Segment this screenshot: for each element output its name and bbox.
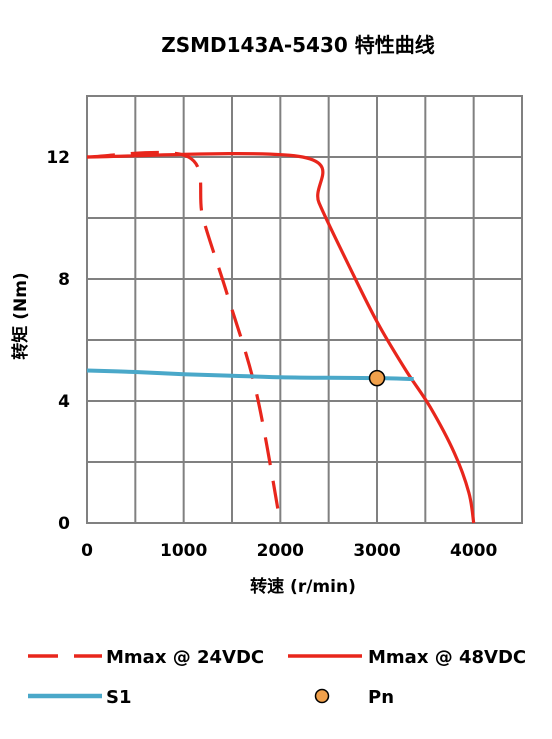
y-tick-label: 8 <box>58 270 70 290</box>
x-tick-label: 1000 <box>160 541 207 561</box>
legend-label: S1 <box>106 687 132 708</box>
plot-frame <box>86 95 523 524</box>
x-tick-labels: 0 1000 2000 3000 4000 <box>81 541 497 561</box>
marker-layer <box>368 369 386 387</box>
x-tick-label: 4000 <box>450 541 497 561</box>
legend-label: Pn <box>368 687 394 708</box>
x-axis-label: 转速 (r/min) <box>250 576 356 597</box>
x-tick-label: 0 <box>81 541 93 561</box>
chart-title: ZSMD143A-5430 特性曲线 <box>161 33 435 57</box>
legend-label: Mmax @ 24VDC <box>106 647 264 668</box>
marker-point <box>368 369 386 387</box>
series-line-2 <box>86 152 476 524</box>
legend-swatch <box>314 688 330 704</box>
y-tick-label: 4 <box>58 392 70 412</box>
x-tick-label: 2000 <box>257 541 304 561</box>
y-tick-label: 0 <box>58 514 70 534</box>
y-tick-label: 12 <box>46 148 70 168</box>
y-axis-label: 转矩 (Nm) <box>10 272 31 359</box>
legend: Mmax @ 24VDC Mmax @ 48VDC S1 Pn <box>28 647 526 708</box>
y-tick-labels: 0 4 8 12 <box>46 148 70 534</box>
legend-label: Mmax @ 48VDC <box>368 647 526 668</box>
x-tick-label: 3000 <box>353 541 400 561</box>
